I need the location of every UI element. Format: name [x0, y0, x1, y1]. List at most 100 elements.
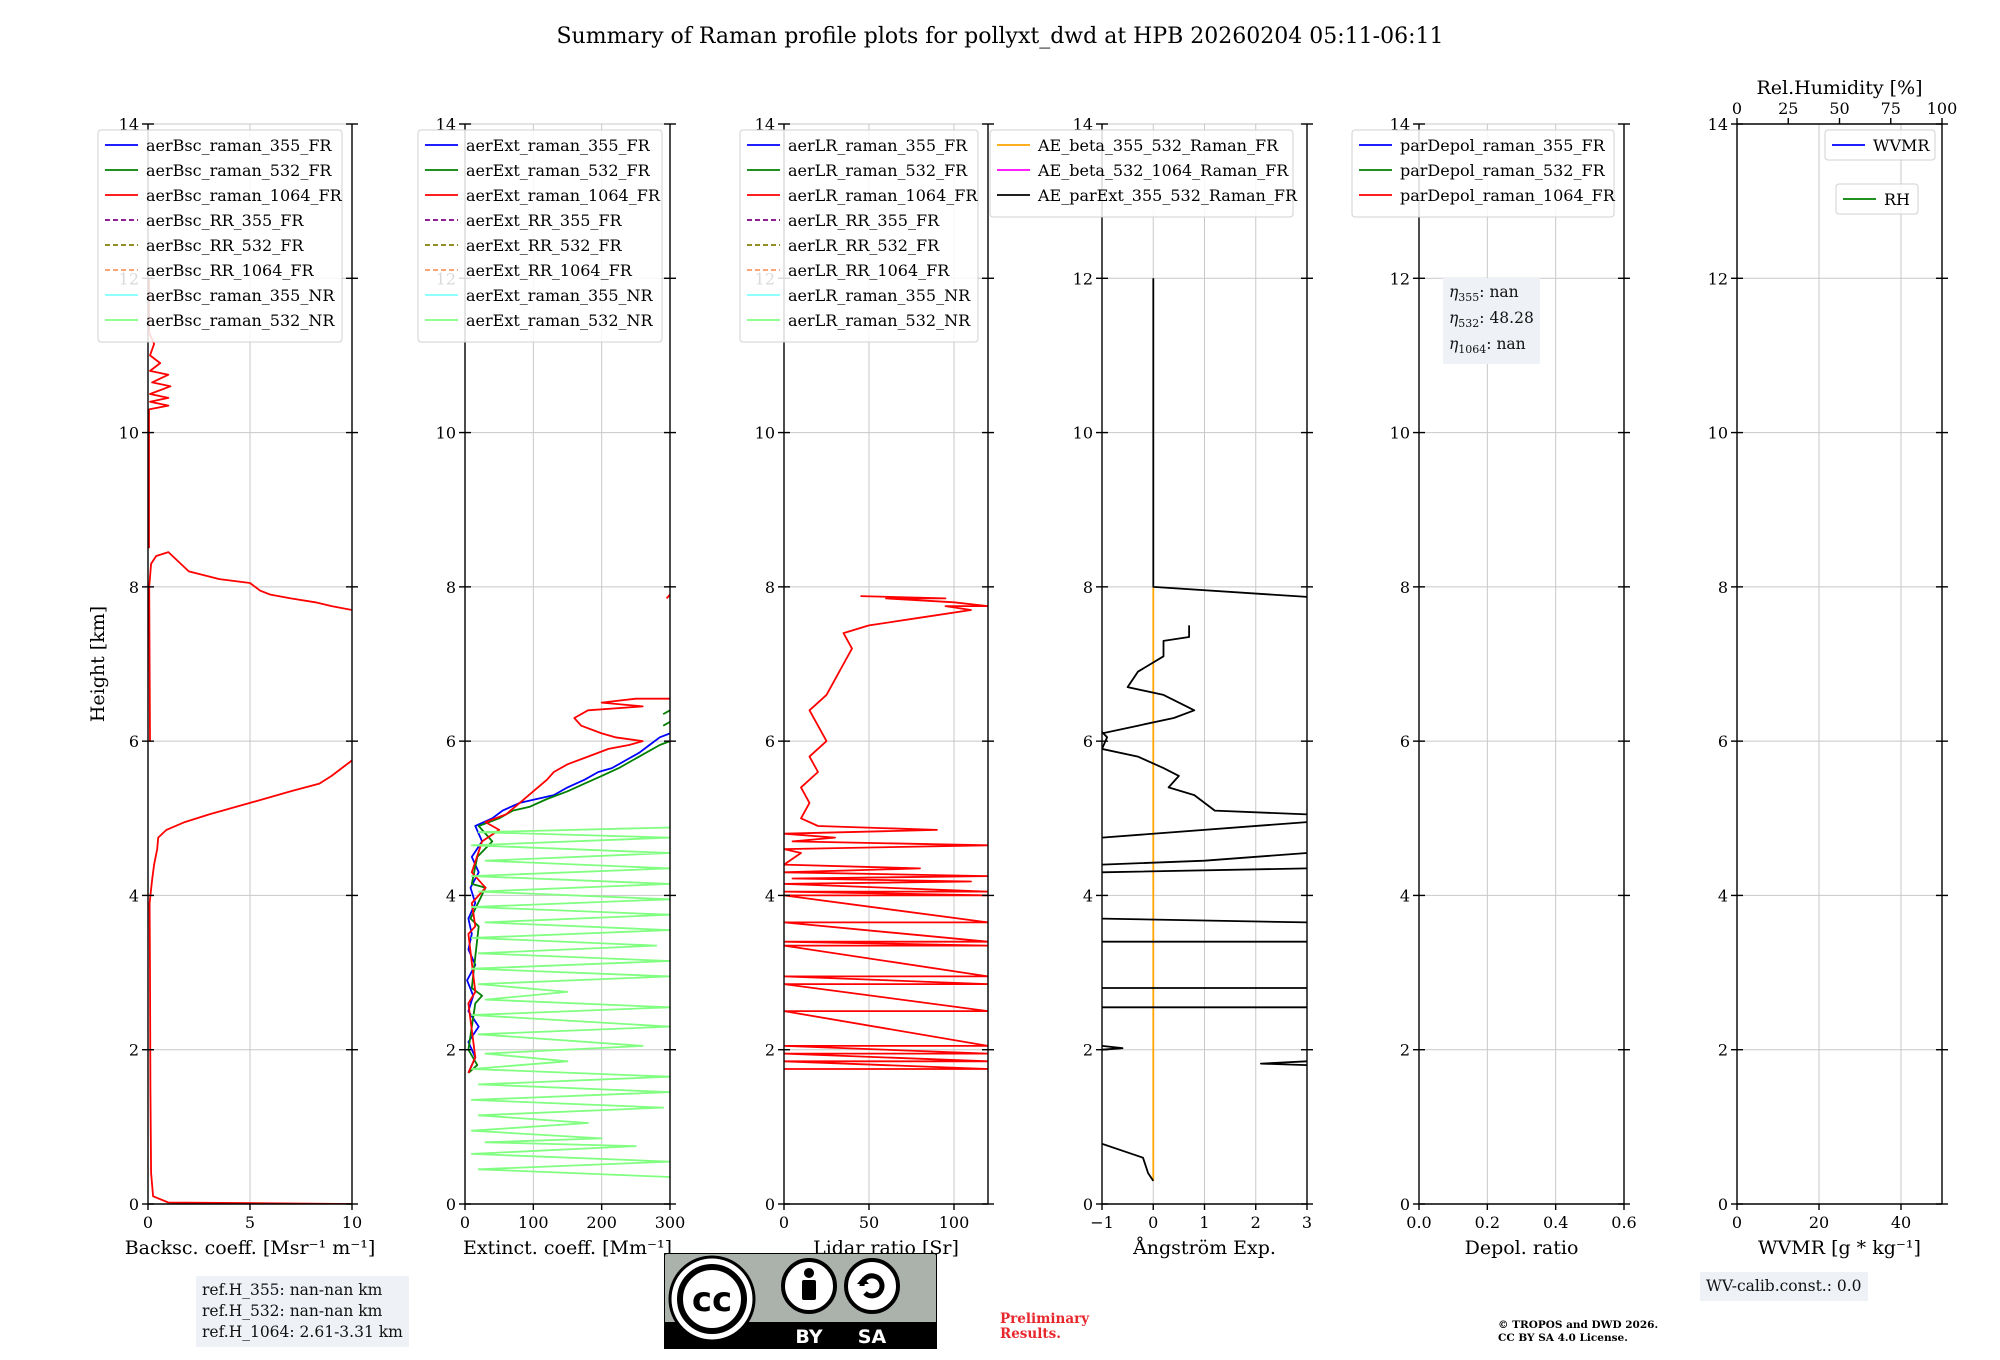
ytick-label: 4 [765, 886, 775, 905]
ytick-label: 0 [1718, 1195, 1728, 1214]
ytick-label: 6 [1718, 732, 1728, 751]
xtick-label: −1 [1090, 1213, 1114, 1232]
ytick-label: 6 [1400, 732, 1410, 751]
ytick-label: 12 [1390, 269, 1410, 288]
sa-label: SA [858, 1326, 887, 1348]
ytick-label: 8 [1083, 578, 1093, 597]
legend-entry: aerLR_RR_355_FR [788, 211, 940, 230]
ytick-label: 8 [1400, 578, 1410, 597]
by-label: BY [795, 1326, 822, 1348]
x-axis-label: Depol. ratio [1465, 1237, 1579, 1259]
series-line-aerExt_raman_532_NR [470, 826, 670, 1178]
legend-entry: aerBsc_raman_1064_FR [146, 186, 343, 205]
xtick-label: 50 [859, 1213, 879, 1232]
ytick-label: 4 [1718, 886, 1728, 905]
panel-ext: 024681012140100200300Extinct. coeff. [Mm… [417, 115, 686, 1259]
ytick-label: 14 [755, 115, 775, 134]
legend-frame [1824, 129, 1936, 161]
legend-entry: aerLR_raman_355_NR [788, 286, 971, 305]
legend-entry: RH [1884, 190, 1910, 209]
top-axis-label: Rel.Humidity [%] [1756, 77, 1922, 99]
ref-height-1064: ref.H_1064: 2.61-3.31 km [202, 1323, 403, 1341]
series-line-aerLR_raman_1064_FR [784, 595, 988, 1070]
legend-entry: aerExt_raman_1064_FR [466, 186, 661, 205]
ytick-label: 6 [129, 732, 139, 751]
legend-entry: aerLR_raman_1064_FR [788, 186, 978, 205]
ytick-label: 8 [446, 578, 456, 597]
top-xtick-label: 25 [1778, 99, 1798, 118]
legend-entry: aerExt_raman_355_NR [466, 286, 654, 305]
legend-entry: aerExt_raman_532_FR [466, 161, 651, 180]
xtick-label: 0 [143, 1213, 153, 1232]
ytick-label: 0 [765, 1195, 775, 1214]
ytick-label: 2 [1718, 1041, 1728, 1060]
ref-height-355: ref.H_355: nan-nan km [202, 1281, 383, 1299]
ytick-label: 0 [446, 1195, 456, 1214]
ref-height-532: ref.H_532: nan-nan km [202, 1302, 383, 1320]
series-line-AE_parExt_355_532_Raman_FR [1102, 278, 1307, 1182]
xtick-label: 10 [342, 1213, 362, 1232]
legend-entry: aerExt_RR_532_FR [466, 236, 623, 255]
legend-bsc: aerBsc_raman_355_FR aerBsc_raman_532_FRae… [97, 129, 343, 343]
wv-calib-box: WV-calib.const.: 0.0 [1700, 1272, 1868, 1301]
legend-entry: aerExt_raman_532_NR [466, 311, 654, 330]
xtick-label: 40 [1891, 1213, 1911, 1232]
ytick-label: 6 [1083, 732, 1093, 751]
xtick-label: 100 [939, 1213, 970, 1232]
xtick-label: 1 [1199, 1213, 1209, 1232]
ytick-label: 4 [1083, 886, 1093, 905]
ytick-label: 2 [1083, 1041, 1093, 1060]
xtick-label: 100 [518, 1213, 549, 1232]
ytick-label: 12 [1708, 269, 1728, 288]
legend-entry: aerExt_raman_355_FR [466, 136, 651, 155]
ytick-label: 8 [129, 578, 139, 597]
ytick-label: 10 [755, 424, 775, 443]
panel-bsc: 024681012140510Backsc. coeff. [Msr⁻¹ m⁻¹… [87, 115, 375, 1259]
legend-entry: aerLR_RR_532_FR [788, 236, 940, 255]
sa-icon [844, 1258, 900, 1314]
legend-entry: aerLR_RR_1064_FR [788, 261, 950, 280]
legend-entry: WVMR [1873, 136, 1930, 155]
ytick-label: 0 [1083, 1195, 1093, 1214]
xtick-label: 300 [655, 1213, 686, 1232]
legend-entry: aerExt_RR_1064_FR [466, 261, 633, 280]
ytick-label: 10 [1390, 424, 1410, 443]
legend-frame [989, 129, 1294, 218]
panel-depol: 0 2 4 6 8 10 12 14 0.0 0.2 0.4 0.6 Depol. ratio parDe… [1351, 115, 1637, 1259]
xtick-label: 0.2 [1475, 1213, 1500, 1232]
y-axis-label: Height [km] [87, 606, 109, 722]
legend-frame [97, 129, 343, 343]
legend-frame [1351, 129, 1615, 218]
ytick-label: 0 [129, 1195, 139, 1214]
legend-lr: aerLR_raman_355_FR aerLR_raman_532_FR aerL… [739, 129, 979, 343]
legend-entry: aerBsc_raman_532_NR [146, 311, 335, 330]
ytick-label: 0 [1400, 1195, 1410, 1214]
ytick-label: 10 [436, 424, 456, 443]
legend-entry: aerBsc_RR_532_FR [146, 236, 304, 255]
legend-entry: parDepol_raman_1064_FR [1400, 186, 1616, 205]
ytick-label: 6 [446, 732, 456, 751]
legend-entry: aerBsc_RR_355_FR [146, 211, 304, 230]
ytick-label: 12 [1073, 269, 1093, 288]
x-axis-label: Ångström Exp. [1132, 1237, 1276, 1259]
legend-entry: aerBsc_raman_532_FR [146, 161, 332, 180]
xtick-label: 2 [1251, 1213, 1261, 1232]
svg-text:cc: cc [692, 1280, 732, 1320]
xtick-label: 0 [1732, 1213, 1742, 1232]
legend-entry: aerExt_RR_355_FR [466, 211, 623, 230]
legend-entry: aerLR_raman_355_FR [788, 136, 968, 155]
xtick-label: 0 [779, 1213, 789, 1232]
legend-frame [739, 129, 979, 343]
legend-wv: WVMR RH [1824, 129, 1936, 215]
panel-lr: 02468101214050100Lidar ratio [Sr]aerLR_r… [739, 115, 994, 1259]
legend-entry: aerBsc_raman_355_NR [146, 286, 335, 305]
figure-title: Summary of Raman profile plots for polly… [556, 24, 1443, 49]
ytick-label: 8 [1718, 578, 1728, 597]
legend-frame [1835, 183, 1919, 215]
ytick-label: 14 [1390, 115, 1410, 134]
wv-calib-const: WV-calib.const.: 0.0 [1706, 1277, 1862, 1295]
ytick-label: 6 [765, 732, 775, 751]
xtick-label: 0.0 [1406, 1213, 1431, 1232]
legend-entry: AE_parExt_355_532_Raman_FR [1037, 186, 1298, 205]
ytick-label: 14 [119, 115, 139, 134]
